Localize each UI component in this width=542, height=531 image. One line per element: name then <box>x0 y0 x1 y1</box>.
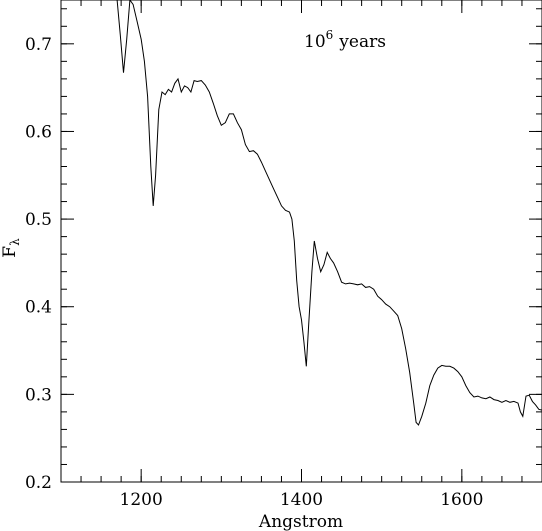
y-axis-title-base: F <box>0 246 20 258</box>
age-annotation: 106 years <box>304 28 386 52</box>
x-axis-title: Angstrom <box>258 512 343 531</box>
y-axis-title: Fλ <box>0 238 22 258</box>
plot-frame <box>60 0 542 483</box>
x-tick-label: 1200 <box>120 490 163 510</box>
age-annotation-text: years <box>338 32 386 52</box>
axis-ticks <box>60 0 542 483</box>
spectrum-series-line <box>116 0 542 426</box>
y-tick-label: 0.5 <box>25 210 52 230</box>
y-tick-label: 0.4 <box>25 298 52 318</box>
x-tick-label: 1400 <box>280 490 323 510</box>
y-tick-label: 0.3 <box>25 385 52 405</box>
x-tick-label: 1600 <box>440 490 483 510</box>
axis-tick-labels: 1200 1400 1600 0.2 0.3 0.4 0.5 0.6 0.7 <box>25 35 484 510</box>
age-annotation-exponent: 6 <box>326 28 334 42</box>
y-tick-label: 0.2 <box>25 473 52 493</box>
age-annotation-base: 10 <box>304 32 326 52</box>
y-tick-label: 0.6 <box>25 122 52 142</box>
y-tick-label: 0.7 <box>25 35 52 55</box>
y-axis-title-subscript: λ <box>8 238 22 246</box>
